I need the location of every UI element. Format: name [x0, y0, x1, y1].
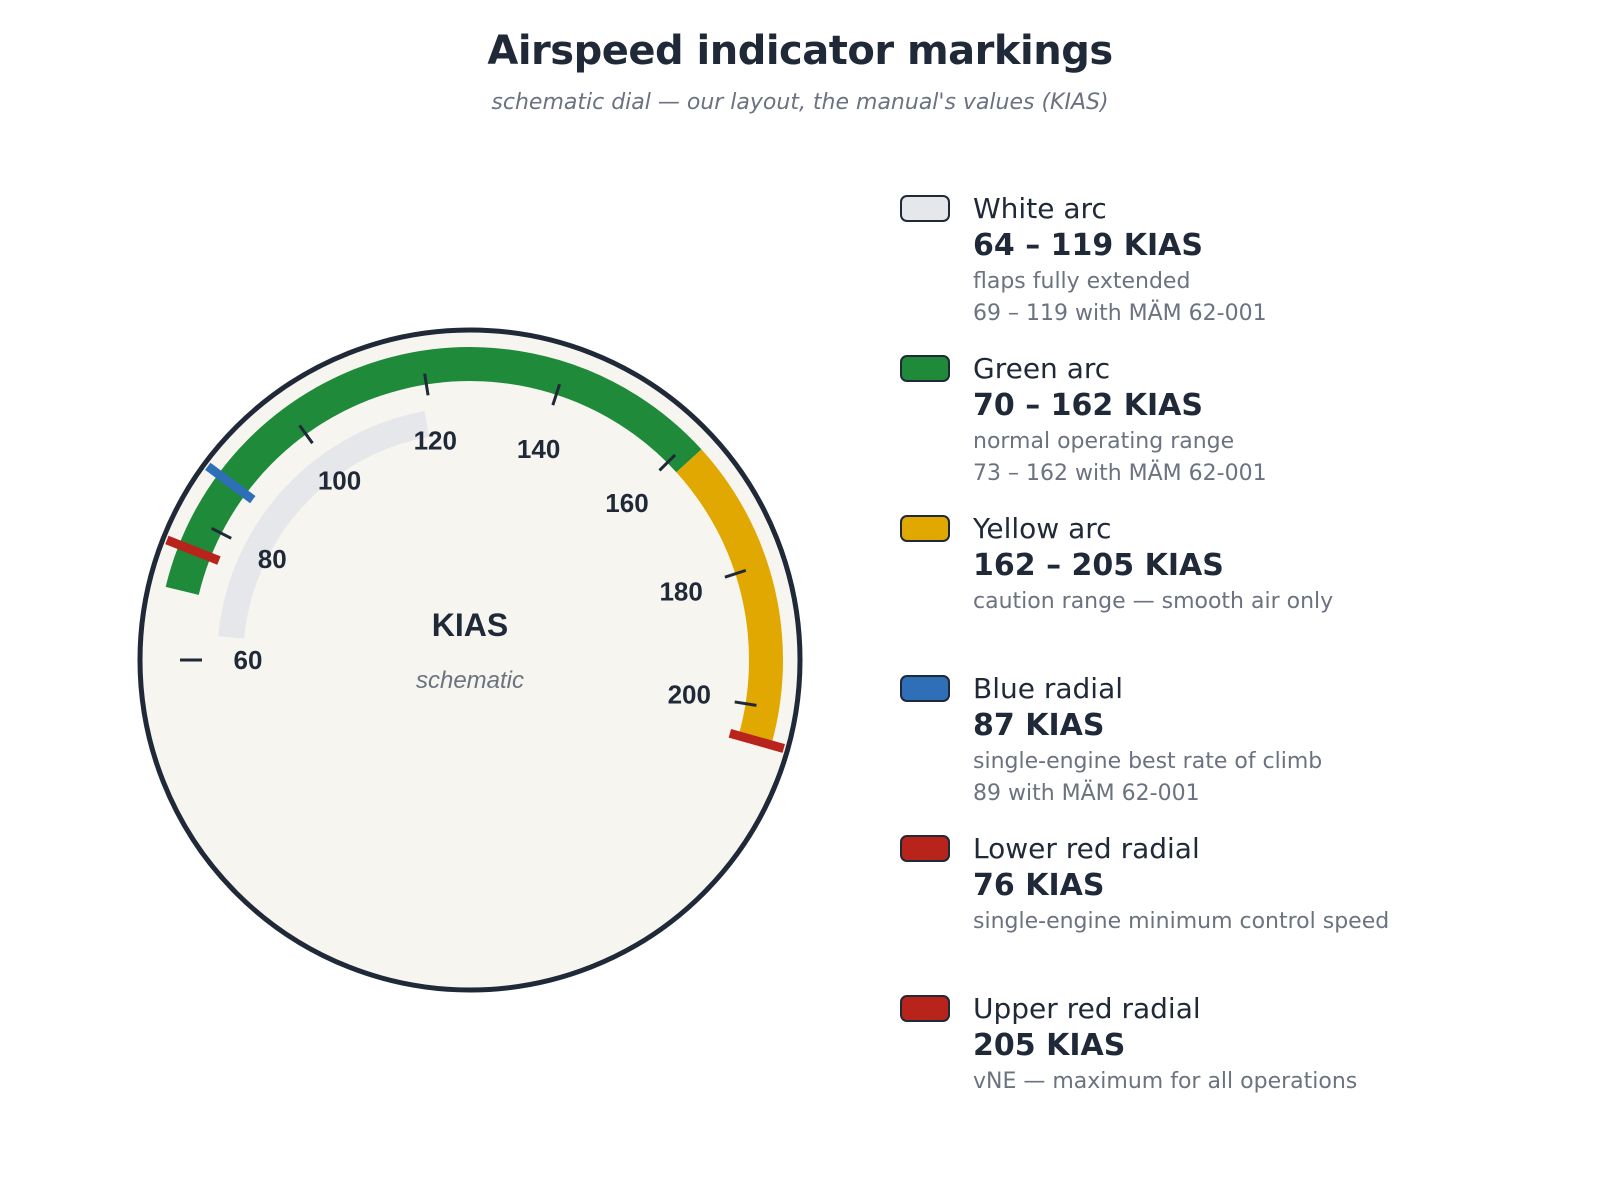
dial-center-sublabel: schematic: [416, 667, 524, 694]
scale-tick: [734, 700, 757, 707]
legend-item-desc: vNE — maximum for all operations: [973, 1069, 1358, 1094]
scale-tick: [210, 527, 232, 540]
legend-item-desc: caution range — smooth air only: [973, 589, 1334, 614]
scale-tick: [551, 383, 562, 406]
scale-label: 80: [258, 544, 287, 574]
legend-item-name: White arc: [973, 192, 1107, 225]
legend-item-value: 205 KIAS: [973, 1028, 1126, 1063]
scale-label: 100: [318, 465, 361, 495]
scale-label: 200: [668, 680, 711, 710]
scale-label: 60: [234, 645, 263, 675]
legend-item-note: 89 with MÄM 62-001: [973, 781, 1200, 806]
scale-tick: [298, 424, 314, 445]
dial-center-label: KIAS: [432, 607, 508, 643]
blue-radial-swatch: [900, 675, 950, 702]
scale-label: 180: [659, 576, 702, 606]
legend-item-note: 73 – 162 with MÄM 62-001: [973, 461, 1267, 486]
legend: White arc 64 – 119 KIAS flaps fully exte…: [900, 192, 1580, 1172]
yellow-arc-swatch: [900, 515, 950, 542]
scale-tick: [658, 453, 677, 472]
upper-red-radial: [728, 728, 785, 753]
scale-label: 120: [414, 426, 457, 456]
lower-red-radial-swatch: [900, 835, 950, 862]
legend-item-value: 87 KIAS: [973, 708, 1105, 743]
blue-radial: [205, 462, 256, 504]
airspeed-dial: 60 80 100 120 140 160 180 200 KIAS schematic: [137, 327, 803, 993]
legend-item-name: Blue radial: [973, 672, 1124, 705]
lower-red-radial: [165, 535, 221, 565]
page-title: Airspeed indicator markings: [487, 28, 1113, 74]
green-arc: [165, 347, 702, 595]
legend-item-value: 162 – 205 KIAS: [973, 548, 1224, 583]
scale-tick: [423, 373, 430, 396]
legend-item-name: Green arc: [973, 352, 1111, 385]
white-arc: [218, 411, 430, 639]
legend-item-name: Lower red radial: [973, 832, 1200, 865]
legend-item-desc: single-engine best rate of climb: [973, 749, 1323, 774]
page-subtitle: schematic dial — our layout, the manual'…: [491, 90, 1109, 115]
legend-item-note: 69 – 119 with MÄM 62-001: [973, 301, 1267, 326]
scale-tick: [724, 568, 747, 579]
legend-item-value: 70 – 162 KIAS: [973, 388, 1203, 423]
legend-item-desc: normal operating range: [973, 429, 1235, 454]
scale-label: 160: [605, 488, 648, 518]
legend-item-name: Yellow arc: [973, 512, 1112, 545]
green-arc-swatch: [900, 355, 950, 382]
scale-label: 140: [517, 434, 560, 464]
legend-item-value: 76 KIAS: [973, 868, 1105, 903]
legend-item-desc: flaps fully extended: [973, 269, 1191, 294]
legend-item-name: Upper red radial: [973, 992, 1201, 1025]
white-arc-swatch: [900, 195, 950, 222]
yellow-arc: [676, 449, 783, 745]
legend-item-value: 64 – 119 KIAS: [973, 228, 1203, 263]
upper-red-radial-swatch: [900, 995, 950, 1022]
legend-item-desc: single-engine minimum control speed: [973, 909, 1390, 934]
